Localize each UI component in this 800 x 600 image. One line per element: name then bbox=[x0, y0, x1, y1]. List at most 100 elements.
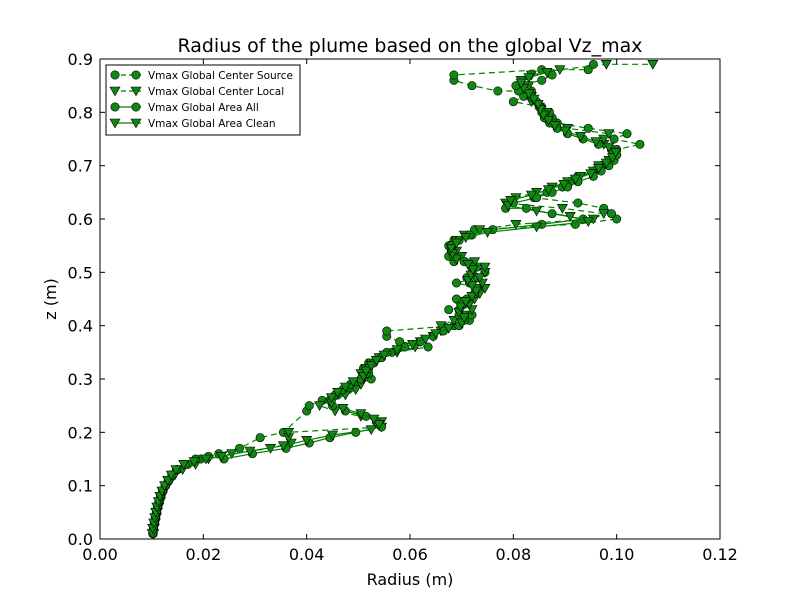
data-point bbox=[391, 345, 403, 356]
data-point bbox=[339, 382, 351, 393]
data-point bbox=[444, 305, 454, 315]
x-tick-label: 0.08 bbox=[496, 545, 532, 564]
data-point bbox=[455, 302, 467, 313]
data-point bbox=[235, 443, 245, 453]
plot-area bbox=[146, 59, 659, 539]
data-point bbox=[467, 265, 479, 276]
data-point bbox=[474, 273, 486, 284]
data-point bbox=[360, 366, 372, 377]
data-point bbox=[481, 228, 494, 238]
legend-marker bbox=[109, 86, 121, 97]
data-point bbox=[603, 129, 615, 140]
data-point bbox=[647, 60, 659, 70]
data-point bbox=[532, 100, 544, 110]
data-point bbox=[470, 286, 482, 297]
data-point bbox=[466, 292, 478, 302]
data-point bbox=[609, 134, 619, 144]
legend-marker bbox=[110, 70, 120, 80]
data-point bbox=[574, 132, 587, 142]
legend-marker bbox=[110, 102, 120, 112]
legend-label: Vmax Global Center Local bbox=[148, 86, 284, 98]
data-point bbox=[474, 225, 486, 236]
data-point bbox=[600, 158, 612, 169]
data-point bbox=[564, 212, 576, 222]
data-point bbox=[467, 81, 477, 91]
data-point bbox=[466, 281, 478, 292]
data-point bbox=[255, 433, 265, 443]
y-tick-label: 0.5 bbox=[68, 263, 93, 282]
x-axis-label: Radius (m) bbox=[367, 570, 454, 589]
data-point bbox=[188, 457, 200, 468]
legend-marker bbox=[109, 118, 121, 129]
data-point bbox=[332, 388, 344, 398]
data-point bbox=[458, 313, 470, 324]
data-point bbox=[493, 86, 503, 96]
data-point bbox=[450, 254, 463, 265]
y-tick-label: 0.7 bbox=[68, 157, 93, 176]
data-point bbox=[365, 361, 377, 372]
legend-entry: Vmax Global Center Local bbox=[109, 86, 284, 98]
data-point bbox=[244, 446, 256, 457]
x-tick-label: 0.10 bbox=[599, 545, 635, 564]
legend-label: Vmax Global Area All bbox=[148, 102, 259, 114]
data-point bbox=[215, 452, 227, 462]
data-point bbox=[373, 420, 385, 430]
data-point bbox=[423, 342, 433, 352]
legend-marker bbox=[130, 86, 142, 97]
legend-marker bbox=[131, 102, 141, 112]
data-point bbox=[365, 425, 377, 436]
data-point bbox=[162, 476, 174, 486]
data-point bbox=[585, 169, 597, 180]
data-point bbox=[443, 324, 455, 334]
data-point bbox=[610, 148, 622, 158]
data-point bbox=[479, 262, 491, 273]
axes: 0.00 0.02 0.04 0.06 0.08 0.10 0.12 0.0 0.1 0.2 0.3… bbox=[68, 50, 738, 564]
data-point bbox=[531, 206, 543, 217]
data-point bbox=[541, 68, 553, 78]
data-point bbox=[449, 70, 459, 80]
data-point bbox=[598, 209, 610, 220]
data-point bbox=[445, 244, 457, 254]
x-tick-label: 0.12 bbox=[702, 545, 738, 564]
data-point bbox=[531, 222, 543, 233]
data-point bbox=[435, 321, 447, 332]
data-point bbox=[283, 428, 295, 438]
y-tick-label: 0.4 bbox=[68, 317, 93, 336]
y-tick-label: 0.2 bbox=[68, 423, 93, 442]
data-point bbox=[598, 134, 610, 145]
data-point bbox=[523, 73, 535, 84]
x-tick-label: 0.02 bbox=[186, 545, 222, 564]
data-point bbox=[593, 164, 605, 174]
y-tick-label: 0.9 bbox=[68, 50, 93, 69]
x-tick-label: 0.04 bbox=[289, 545, 325, 564]
y-tick-label: 0.0 bbox=[68, 530, 93, 549]
y-axis-label: z (m) bbox=[41, 278, 60, 320]
data-point bbox=[170, 465, 182, 476]
y-tick-label: 0.6 bbox=[68, 210, 93, 229]
data-point bbox=[554, 65, 566, 76]
data-point bbox=[542, 116, 554, 126]
data-point bbox=[378, 350, 390, 361]
data-point bbox=[542, 185, 554, 196]
data-point bbox=[165, 470, 177, 481]
data-point bbox=[525, 190, 537, 201]
legend-marker bbox=[131, 70, 141, 80]
data-point bbox=[559, 126, 571, 137]
legend-entry: Vmax Global Area Clean bbox=[109, 118, 276, 130]
data-point bbox=[583, 123, 593, 133]
data-point bbox=[510, 220, 522, 230]
data-point bbox=[301, 436, 313, 446]
data-point bbox=[419, 334, 432, 345]
data-point bbox=[337, 404, 349, 414]
legend-label: Vmax Global Area Clean bbox=[148, 118, 276, 130]
data-point bbox=[460, 233, 472, 244]
data-point bbox=[505, 196, 517, 206]
x-tick-label: 0.00 bbox=[82, 545, 118, 564]
data-point bbox=[603, 142, 615, 153]
data-point bbox=[528, 94, 540, 105]
legend-entry: Vmax Global Center Source bbox=[110, 70, 293, 82]
x-tick-label: 0.06 bbox=[392, 545, 428, 564]
data-point bbox=[451, 278, 461, 288]
data-point bbox=[326, 430, 339, 441]
